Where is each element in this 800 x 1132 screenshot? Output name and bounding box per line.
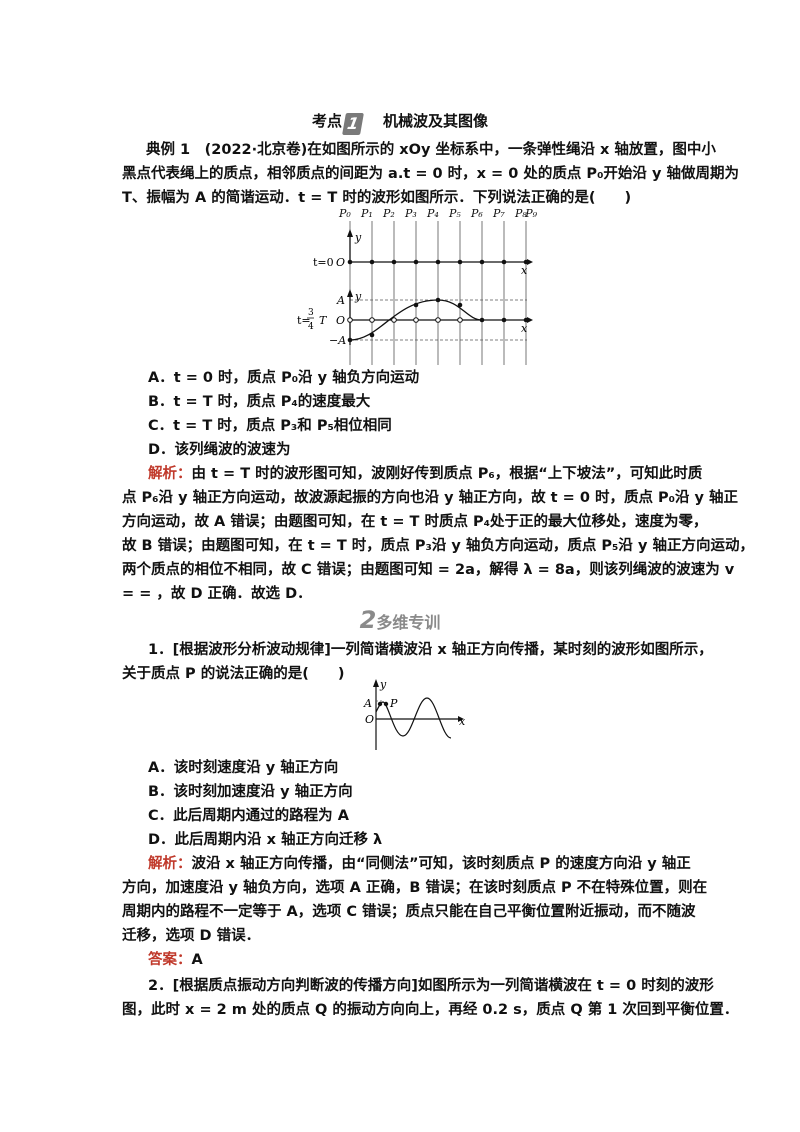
fig2-y-label: y <box>379 678 387 691</box>
bottom-x-arrow <box>527 317 533 323</box>
example-line-1: 典例 1 (2022·北京卷)在如图所示的 xOy 坐标系中，一条弹性绳沿 x … <box>146 142 716 158</box>
fig2-y-arrow <box>373 679 379 687</box>
fig2-p-label: P <box>389 697 398 710</box>
option-1d: D．该列绳波的波速为 <box>148 442 291 458</box>
analysis2-line-2: 方向，加速度沿 y 轴负方向，选项 A 正确，B 错误；在该时刻质点 P 不在特… <box>122 880 708 896</box>
analysis2-line-3: 周期内的路程不一定等于 A，选项 C 错误；质点只能在自己平衡位置附近振动，而不… <box>122 904 696 920</box>
analysis1-line-1: 解析：由 t = T 时的波形图可知，波刚好传到质点 P₆，根据“上下坡法”，可… <box>148 464 718 484</box>
vertical-gridlines <box>349 221 527 365</box>
bottom-points <box>347 297 529 343</box>
analysis1-text-1: 由 t = T 时的波形图可知，波刚好传到质点 P₆，根据“上下坡法”，可知此时… <box>191 466 703 482</box>
answer-value: A <box>191 952 203 968</box>
topic-number-badge: 1 <box>342 113 364 135</box>
bottom-y-label: y <box>354 290 362 303</box>
section-number: 2 <box>359 606 377 634</box>
analysis2-label: 解析： <box>148 856 192 872</box>
fig2-x-label: x <box>459 715 466 728</box>
analysis1-line-4: 故 B 错误；由题图可知，在 t = T 时，质点 P₃沿 y 轴负方向运动，质… <box>122 538 754 554</box>
fig2-point-p <box>383 701 389 707</box>
top-origin-label: O <box>336 256 345 269</box>
analysis2-line-4: 迁移，选项 D 错误． <box>122 928 261 944</box>
option-2b: B．该时刻加速度沿 y 轴正方向 <box>148 784 353 800</box>
amp-a-label: A <box>336 294 345 307</box>
analysis1-line-6: = = ，故 D 正确．故选 D． <box>122 586 312 602</box>
fig2-point-a <box>377 701 383 707</box>
top-x-arrow <box>527 259 533 265</box>
frac-numerator: 3 <box>308 308 314 318</box>
analysis2-text-1: 波沿 x 轴正方向传播，由“同侧法”可知，该时刻质点 P 的速度方向沿 y 轴正 <box>191 856 691 872</box>
analysis1-line-3: 方向运动，故 A 错误；由题图可知，在 t = T 时质点 P₄处于正的最大位移… <box>122 514 708 530</box>
label-p9: P₉ <box>524 207 537 220</box>
option-2a: A．该时刻速度沿 y 轴正方向 <box>148 760 339 776</box>
section-title: 多维专训 <box>376 613 441 632</box>
top-y-label: y <box>354 231 362 244</box>
q2-line-2: 图，此时 x = 2 m 处的质点 Q 的振动方向向上，再经 0.2 s，质点 … <box>122 1002 739 1018</box>
analysis1-line-5: 两个质点的相位不相同，故 C 错误；由题图可知 = 2a，解得 λ = 8a，则… <box>122 562 735 578</box>
top-points <box>347 259 529 265</box>
topic-title: 考点 1 机械波及其图像 <box>0 110 800 135</box>
option-1c: C．t = T 时，质点 P₃和 P₅相位相同 <box>148 418 392 434</box>
wave-figure-1: P₀ P₁ P₂ P₃ P₄ P₅ P₆ P₇ P₈ P₉ y x t=0 O … <box>297 207 538 365</box>
answer-label: 答案： <box>148 952 192 968</box>
t0-label: t=0 <box>313 256 334 269</box>
example-line-3: T、振幅为 A 的简谐运动．t = T 时的波形如图所示．下列说法正确的是( ) <box>122 190 632 206</box>
wave-figure-2: y A O x P <box>363 678 466 750</box>
topic-heading: 机械波及其图像 <box>383 112 489 130</box>
q1-line-1: 1．[根据波形分析波动规律]一列简谐横波沿 x 轴正方向传播，某时刻的波形如图所… <box>148 642 713 658</box>
bottom-x-label: x <box>521 322 528 335</box>
fig2-x-arrow <box>458 716 464 722</box>
topic-prefix: 考点 <box>311 112 342 130</box>
bottom-origin-label: O <box>336 314 345 327</box>
bottom-y-arrow <box>347 289 353 297</box>
analysis1-label: 解析： <box>148 466 192 482</box>
frac-denominator: 4 <box>308 322 314 332</box>
label-p4: P₄ <box>426 207 439 220</box>
section-heading: 2多维专训 <box>0 606 800 634</box>
analysis2-line-1: 解析：波沿 x 轴正方向传播，由“同侧法”可知，该时刻质点 P 的速度方向沿 y… <box>148 854 718 874</box>
t34-label: t= <box>297 314 311 327</box>
label-p7: P₇ <box>492 207 505 220</box>
top-x-label: x <box>521 264 528 277</box>
fig2-a-label: A <box>363 697 372 710</box>
label-p6: P₆ <box>470 207 483 220</box>
top-y-arrow <box>347 229 353 237</box>
option-2c: C．此后周期内通过的路程为 A <box>148 808 349 824</box>
analysis1-line-2: 点 P₆沿 y 轴正方向运动，故波源起振的方向也沿 y 轴正方向，故 t = 0… <box>122 490 739 506</box>
example-line-2: 黑点代表绳上的质点，相邻质点的间距为 a.t = 0 时，x = 0 处的质点 … <box>122 166 739 182</box>
q2-line-1: 2．[根据质点振动方向判断波的传播方向]如图所示为一列简谐横波在 t = 0 时… <box>148 978 714 994</box>
label-p8: P₈ <box>514 207 527 220</box>
answer-line: 答案：A <box>148 950 718 970</box>
label-p2: P₂ <box>382 207 395 220</box>
q1-line-2: 关于质点 P 的说法正确的是( ) <box>122 666 345 682</box>
option-1b: B．t = T 时，质点 P₄的速度最大 <box>148 394 371 410</box>
fig2-origin-label: O <box>365 713 374 726</box>
label-p0: P₀ <box>338 207 351 220</box>
label-p1: P₁ <box>360 207 373 220</box>
option-1a: A．t = 0 时，质点 P₀沿 y 轴负方向运动 <box>148 370 420 386</box>
t-label: T <box>319 314 328 327</box>
label-p5: P₅ <box>448 207 461 220</box>
option-2d: D．此后周期内沿 x 轴正方向迁移 λ <box>148 832 383 848</box>
label-p3: P₃ <box>404 207 417 220</box>
amp-neg-a-label: −A <box>329 334 346 347</box>
